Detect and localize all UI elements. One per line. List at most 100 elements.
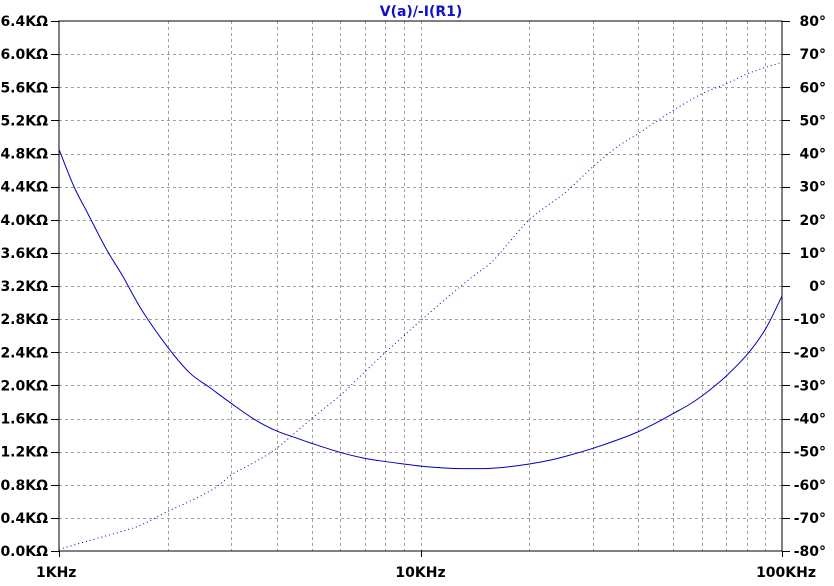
data-point-magnitude <box>714 386 715 387</box>
data-point-magnitude <box>656 422 657 423</box>
left-axis-tick-labels: 0.0KΩ 0.4KΩ 0.8KΩ 1.2KΩ 1.6KΩ 2.0KΩ 2.4KΩ 2.8KΩ… <box>0 14 59 560</box>
data-point-magnitude <box>781 295 782 296</box>
data-point-magnitude <box>529 463 530 464</box>
data-point-phase <box>617 146 618 147</box>
x-tick-label: 100KHz <box>756 565 816 581</box>
data-point-phase <box>746 73 747 74</box>
left-tick-label: 0.0KΩ <box>0 544 48 560</box>
data-point-phase <box>473 275 474 276</box>
data-point-magnitude <box>551 459 552 460</box>
x-axis-tick-labels: 1KHz 10KHz 100KHz <box>36 551 816 581</box>
data-point-phase <box>58 549 59 550</box>
data-point-magnitude <box>673 413 674 414</box>
data-point-phase <box>311 418 312 419</box>
left-tick-label: 4.0KΩ <box>0 213 48 229</box>
right-tick-label: 0° <box>809 279 826 295</box>
data-point-magnitude <box>295 437 296 438</box>
data-point-magnitude <box>231 403 232 404</box>
data-point-phase <box>255 461 256 462</box>
left-tick-label: 3.6KΩ <box>0 246 48 262</box>
data-point-magnitude <box>503 467 504 468</box>
data-point-magnitude <box>449 468 450 469</box>
series-layer <box>58 61 783 550</box>
data-point-magnitude <box>688 405 689 406</box>
data-point-phase <box>781 62 782 63</box>
data-point-magnitude <box>403 463 404 464</box>
grid-lines <box>59 21 782 551</box>
left-tick-label: 2.8KΩ <box>0 312 48 328</box>
data-point-phase <box>725 83 726 84</box>
data-point-magnitude <box>484 468 485 469</box>
chart-title: V(a)/-I(R1) <box>380 4 463 20</box>
data-point-magnitude <box>435 467 436 468</box>
right-tick-label: -30° <box>794 378 826 394</box>
data-point-phase <box>673 110 674 111</box>
data-point-magnitude <box>617 439 618 440</box>
data-point-phase <box>564 193 565 194</box>
data-point-magnitude <box>364 458 365 459</box>
right-tick-label: 80° <box>800 14 826 30</box>
data-point-magnitude <box>473 468 474 469</box>
right-tick-label: -20° <box>794 345 826 361</box>
data-point-phase <box>385 352 386 353</box>
right-tick-label: -50° <box>794 445 826 461</box>
data-point-magnitude <box>208 386 209 387</box>
left-tick-label: 6.4KΩ <box>0 14 48 30</box>
left-tick-label: 5.2KΩ <box>0 113 48 129</box>
data-point-phase <box>765 67 766 68</box>
left-tick-label: 1.6KΩ <box>0 412 48 428</box>
right-axis-tick-labels: 80° 70° 60° 50° 40° 30° 20° 10° 0° -10° -20° -30° -4… <box>782 14 826 560</box>
data-point-magnitude <box>106 248 107 249</box>
right-tick-label: 10° <box>800 246 826 262</box>
x-tick-label: 10KHz <box>395 565 445 581</box>
left-tick-label: 0.4KΩ <box>0 511 48 527</box>
data-point-phase <box>142 524 143 525</box>
data-point-magnitude <box>276 430 277 431</box>
right-tick-label: 20° <box>800 213 826 229</box>
data-point-magnitude <box>58 149 59 150</box>
data-point-magnitude <box>701 396 702 397</box>
left-tick-label: 3.2KΩ <box>0 279 48 295</box>
data-point-magnitude <box>167 347 168 348</box>
data-point-phase <box>449 295 450 296</box>
data-point-phase <box>420 320 421 321</box>
left-tick-label: 2.0KΩ <box>0 378 48 394</box>
data-point-magnitude <box>638 431 639 432</box>
data-point-magnitude <box>87 213 88 214</box>
data-point-phase <box>638 133 639 134</box>
data-point-magnitude <box>122 275 123 276</box>
data-point-phase <box>494 259 495 260</box>
data-point-magnitude <box>592 448 593 449</box>
data-point-magnitude <box>420 466 421 467</box>
data-point-magnitude <box>461 468 462 469</box>
data-point-magnitude <box>142 310 143 311</box>
data-point-magnitude <box>746 354 747 355</box>
left-tick-label: 6.0KΩ <box>0 47 48 63</box>
left-tick-label: 4.4KΩ <box>0 180 48 196</box>
data-point-phase <box>529 219 530 220</box>
right-tick-label: 30° <box>800 180 826 196</box>
series-line-magnitude <box>58 149 783 470</box>
data-point-phase <box>364 372 365 373</box>
left-tick-label: 5.6KΩ <box>0 80 48 96</box>
data-point-magnitude <box>765 328 766 329</box>
data-point-magnitude <box>311 443 312 444</box>
right-tick-label: -70° <box>794 511 826 527</box>
right-tick-label: -60° <box>794 478 826 494</box>
right-tick-label: -10° <box>794 312 826 328</box>
data-point-phase <box>276 448 277 449</box>
left-tick-label: 4.8KΩ <box>0 147 48 163</box>
right-tick-label: 60° <box>800 80 826 96</box>
data-point-magnitude <box>189 372 190 373</box>
data-point-magnitude <box>340 452 341 453</box>
data-point-phase <box>214 487 215 488</box>
data-point-phase <box>340 395 341 396</box>
data-point-magnitude <box>725 376 726 377</box>
data-point-phase <box>231 474 232 475</box>
data-point-phase <box>592 166 593 167</box>
data-point-phase <box>87 540 88 541</box>
right-tick-label: -80° <box>794 544 826 560</box>
data-point-magnitude <box>570 454 571 455</box>
